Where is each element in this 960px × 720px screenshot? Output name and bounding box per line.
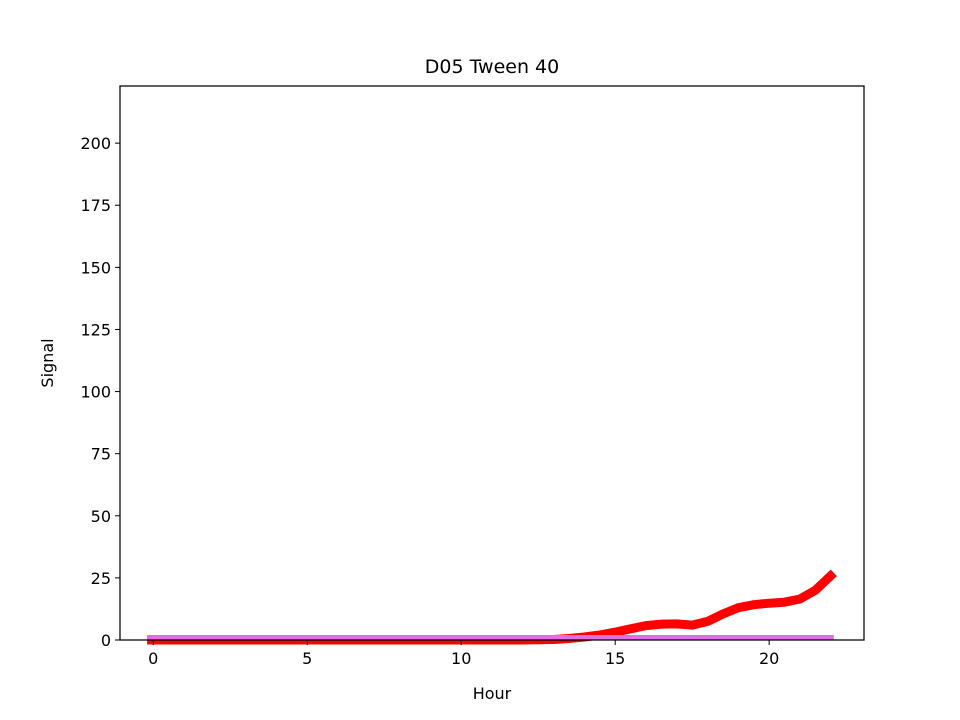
y-tick-label: 150 (80, 258, 111, 277)
x-axis-label: Hour (473, 684, 512, 703)
x-axis-ticks: 0 5 10 15 20 (148, 640, 779, 668)
y-axis-label: Signal (38, 338, 57, 387)
y-tick-label: 75 (91, 445, 111, 464)
y-axis-ticks: 0 25 50 75 100 125 150 175 200 (80, 134, 120, 650)
y-tick-label: 50 (91, 507, 111, 526)
y-tick-label: 25 (91, 569, 111, 588)
y-tick-label: 200 (80, 134, 111, 153)
x-tick-label: 20 (759, 649, 779, 668)
x-tick-label: 5 (302, 649, 312, 668)
chart-title: D05 Tween 40 (425, 56, 559, 78)
x-tick-label: 15 (605, 649, 625, 668)
y-tick-label: 100 (80, 383, 111, 402)
x-tick-label: 10 (451, 649, 471, 668)
plot-frame (119, 85, 865, 641)
x-tick-label: 0 (148, 649, 158, 668)
y-tick-label: 0 (101, 631, 111, 650)
y-tick-label: 125 (80, 320, 111, 339)
y-tick-label: 175 (80, 196, 111, 215)
